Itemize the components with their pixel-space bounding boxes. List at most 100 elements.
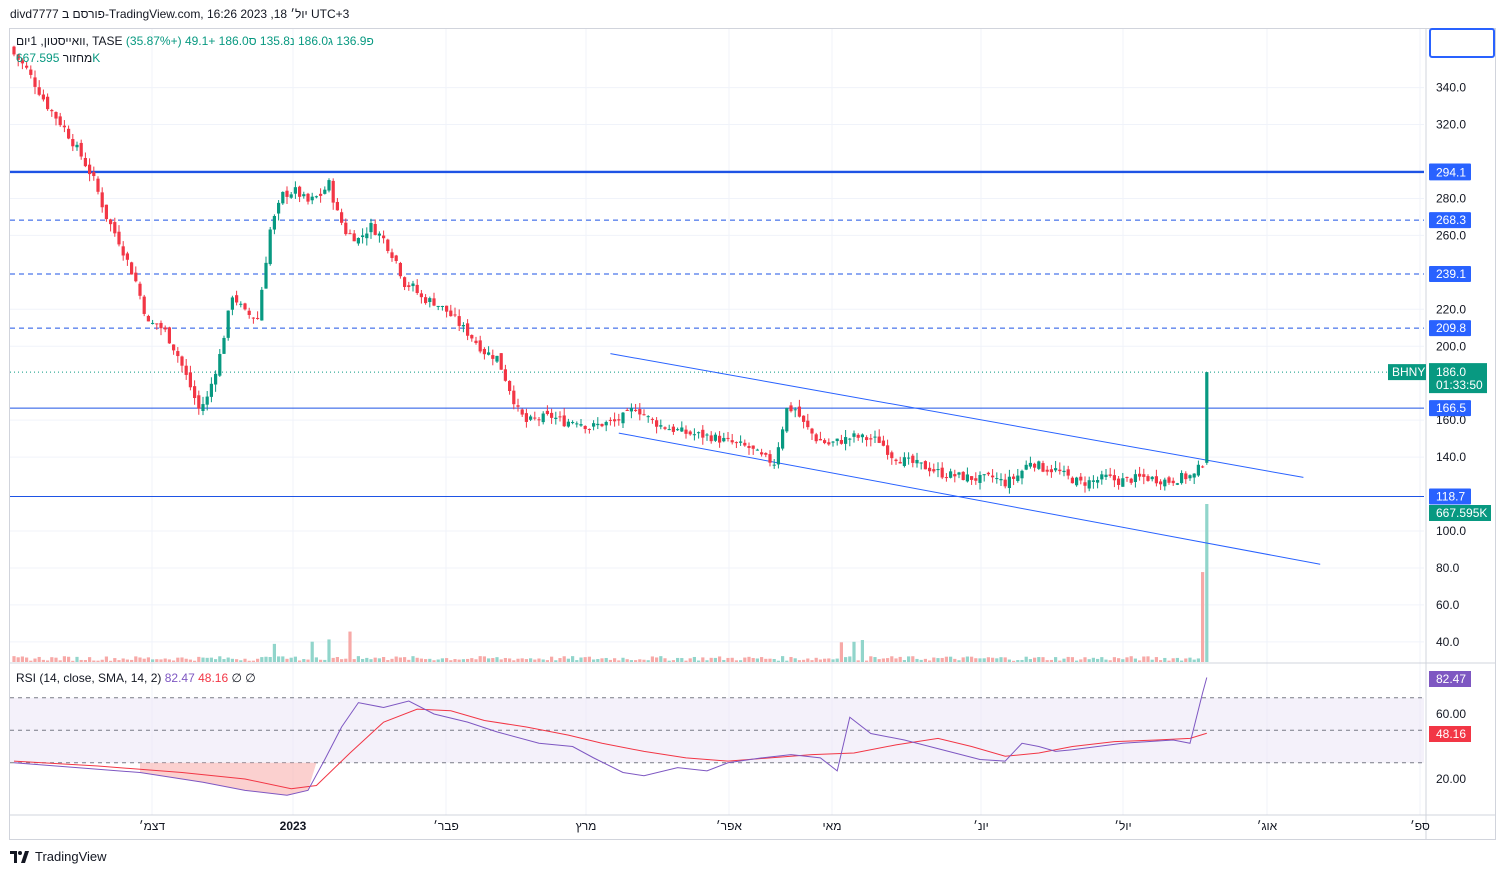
candle-body <box>1159 481 1163 485</box>
volume-bar <box>474 659 478 662</box>
candle-body <box>743 442 747 446</box>
candle-body <box>768 454 772 463</box>
candle-body <box>335 201 339 211</box>
volume-bar <box>415 657 419 662</box>
candle-body <box>608 419 612 421</box>
candle-body <box>932 469 936 472</box>
volume-bar <box>79 659 83 662</box>
tradingview-brand[interactable]: TradingView <box>10 849 107 864</box>
time-tick-label: יול׳ <box>1114 819 1131 833</box>
candle-body <box>1201 466 1205 468</box>
candle-body <box>730 440 734 443</box>
candle-body <box>92 172 96 177</box>
volume-bar <box>239 660 243 662</box>
volume-bar <box>394 656 398 662</box>
volume-bar <box>495 657 499 662</box>
candle-body <box>272 216 276 230</box>
time-tick-label: 2023 <box>280 819 307 833</box>
candle-body <box>151 322 155 324</box>
candle-body <box>1121 478 1125 487</box>
candle-series <box>12 45 1209 494</box>
volume-bar <box>873 657 877 662</box>
candle-body <box>919 462 923 464</box>
candle-body <box>1041 463 1045 472</box>
volume-bar <box>856 660 860 662</box>
candle-body <box>327 180 331 191</box>
volume-bar <box>348 631 352 662</box>
candle-body <box>928 467 932 472</box>
candle-body <box>289 194 293 198</box>
volume-bar <box>705 660 709 662</box>
candle-body <box>701 429 705 438</box>
chart-frame[interactable] <box>9 28 1496 840</box>
candle-body <box>461 324 465 327</box>
volume-bar <box>785 660 789 662</box>
candle-body <box>226 310 230 338</box>
volume-bar <box>806 658 810 662</box>
candle-body <box>79 142 83 157</box>
candle-body <box>1184 473 1188 480</box>
candle-body <box>235 295 239 303</box>
time-tick-label: יונ׳ <box>973 819 989 833</box>
volume-bar <box>524 659 528 662</box>
rsi-value-tag-label: 82.47 <box>1436 672 1466 686</box>
candle-body <box>722 437 726 442</box>
volume-bar <box>117 660 121 662</box>
candle-body <box>516 405 520 407</box>
candle-body <box>953 474 957 477</box>
chart-header: divd7777 פורסם ב-TradingView.com, 16:26 … <box>0 0 1506 28</box>
candle-body <box>575 423 579 425</box>
candle-body <box>482 348 486 355</box>
volume-bar <box>659 656 663 662</box>
candle-body <box>571 422 575 424</box>
candle-body <box>978 474 982 483</box>
candle-body <box>642 414 646 416</box>
candle-body <box>1037 461 1041 469</box>
price-tick-label: 320.0 <box>1436 118 1466 132</box>
volume-bar <box>487 658 491 662</box>
candle-body <box>1138 473 1142 477</box>
candle-body <box>718 435 722 443</box>
volume-bar <box>1041 657 1045 662</box>
volume-bar <box>730 657 734 662</box>
candle-body <box>907 457 911 459</box>
volume-bar <box>1201 572 1205 662</box>
volume-bar <box>184 658 188 662</box>
horizontal-levels <box>10 170 1424 497</box>
volume-bar <box>713 657 717 662</box>
rsi-oversold-fill <box>140 762 317 796</box>
volume-bar <box>327 639 331 662</box>
candle-body <box>214 373 218 385</box>
volume-bar <box>823 658 827 662</box>
volume-bar <box>197 656 201 662</box>
price-tick-label: 340.0 <box>1436 81 1466 95</box>
candle-body <box>1091 480 1095 482</box>
volume-bar <box>247 660 251 662</box>
volume-bar <box>516 658 520 662</box>
volume-bar <box>541 659 545 662</box>
candle-body <box>562 415 566 427</box>
level-price-tag <box>1429 400 1471 417</box>
candle-body <box>545 410 549 415</box>
volume-bar <box>1180 660 1184 662</box>
candle-body <box>264 262 268 289</box>
volume-bar <box>1016 660 1020 662</box>
price-tick-label: 260.0 <box>1436 228 1466 242</box>
volume-bar <box>25 657 29 662</box>
price-scale-corner-button[interactable] <box>1429 28 1495 58</box>
volume-bar <box>621 657 625 662</box>
candle-body <box>1104 474 1108 478</box>
volume-bar <box>218 656 222 662</box>
candle-body <box>995 478 999 480</box>
volume-bar <box>684 660 688 662</box>
level-price-label: 166.5 <box>1436 401 1466 415</box>
candle-body <box>856 434 860 438</box>
volume-bar <box>760 657 764 662</box>
candle-body <box>881 440 885 446</box>
symbol-tag-label: BHNY <box>1392 365 1425 379</box>
volume-bar <box>1108 660 1112 662</box>
volume-bar <box>331 657 335 662</box>
volume-bar <box>491 658 495 662</box>
volume-bar <box>625 659 629 662</box>
